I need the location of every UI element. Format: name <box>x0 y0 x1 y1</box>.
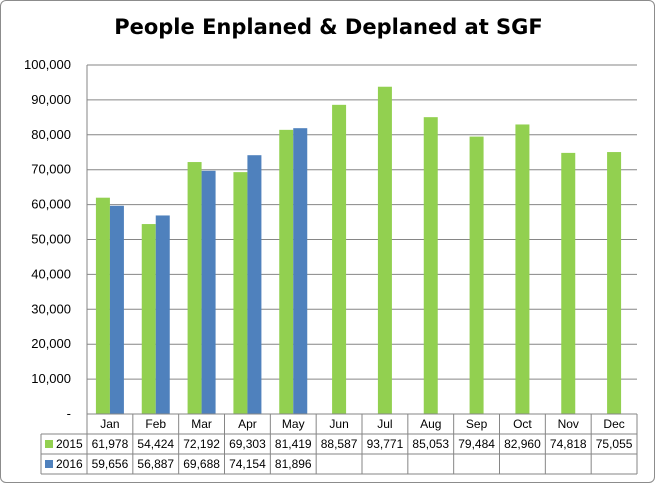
bar-2015-Oct <box>515 124 530 414</box>
bar-2015-Nov <box>561 152 576 414</box>
x-tick-label: Oct <box>513 417 532 431</box>
bar-2015-Feb <box>141 224 156 414</box>
bar-2015-Dec <box>607 152 622 414</box>
y-tick-label: 60,000 <box>31 197 71 212</box>
legend-swatch-2015 <box>45 440 53 448</box>
y-tick-label: 40,000 <box>31 266 71 281</box>
x-tick-label: Mar <box>191 417 212 431</box>
data-label: 82,960 <box>504 437 541 451</box>
data-label: 88,587 <box>321 437 358 451</box>
data-label: 81,896 <box>275 457 312 471</box>
bar-2015-Aug <box>423 117 438 414</box>
data-label: 69,688 <box>183 457 220 471</box>
y-tick-label: 20,000 <box>31 336 71 351</box>
data-label: 85,053 <box>412 437 449 451</box>
bar-2015-Jul <box>377 86 392 415</box>
bar-2015-Jun <box>332 104 347 415</box>
y-tick-label: 80,000 <box>31 127 71 142</box>
chart-title: People Enplaned & Deplaned at SGF <box>114 15 543 39</box>
data-label: 72,192 <box>183 437 220 451</box>
x-tick-label: Dec <box>603 417 624 431</box>
x-tick-label: Jul <box>377 417 392 431</box>
y-tick-label: - <box>67 406 71 421</box>
data-label: 93,771 <box>367 437 404 451</box>
y-tick-label: 70,000 <box>31 162 71 177</box>
legend-label: 2015 <box>56 437 83 451</box>
y-tick-label: 10,000 <box>31 371 71 386</box>
y-tick-label: 30,000 <box>31 301 71 316</box>
data-label: 75,055 <box>596 437 633 451</box>
bar-2015-Mar <box>187 162 202 414</box>
y-tick-label: 90,000 <box>31 92 71 107</box>
data-label: 54,424 <box>137 437 174 451</box>
bar-2016-May <box>293 128 308 414</box>
data-label: 56,887 <box>137 457 174 471</box>
bar-2015-Sep <box>469 136 484 415</box>
bar-2016-Jan <box>109 205 124 414</box>
data-label: 69,303 <box>229 437 266 451</box>
legend-label: 2016 <box>56 457 83 471</box>
x-tick-label: May <box>282 417 305 431</box>
y-tick-label: 50,000 <box>31 232 71 247</box>
x-tick-label: Jun <box>329 417 348 431</box>
x-tick-label: Feb <box>145 417 166 431</box>
bar-2016-Mar <box>201 170 216 414</box>
data-label: 74,154 <box>229 457 266 471</box>
bar-2015-May <box>279 129 294 414</box>
bar-2015-Jan <box>95 197 110 414</box>
legend-swatch-2016 <box>45 460 53 468</box>
data-label: 61,978 <box>92 437 129 451</box>
x-tick-label: Apr <box>238 417 257 431</box>
x-tick-label: Nov <box>558 417 579 431</box>
data-label: 74,818 <box>550 437 587 451</box>
y-tick-label: 100,000 <box>24 57 71 72</box>
x-tick-label: Aug <box>420 417 441 431</box>
data-label: 59,656 <box>92 457 129 471</box>
bar-2015-Apr <box>233 172 248 414</box>
bar-2016-Feb <box>155 215 170 414</box>
x-tick-label: Sep <box>466 417 488 431</box>
data-label: 79,484 <box>458 437 495 451</box>
x-tick-label: Jan <box>100 417 119 431</box>
bar-2016-Apr <box>247 155 262 414</box>
data-label: 81,419 <box>275 437 312 451</box>
